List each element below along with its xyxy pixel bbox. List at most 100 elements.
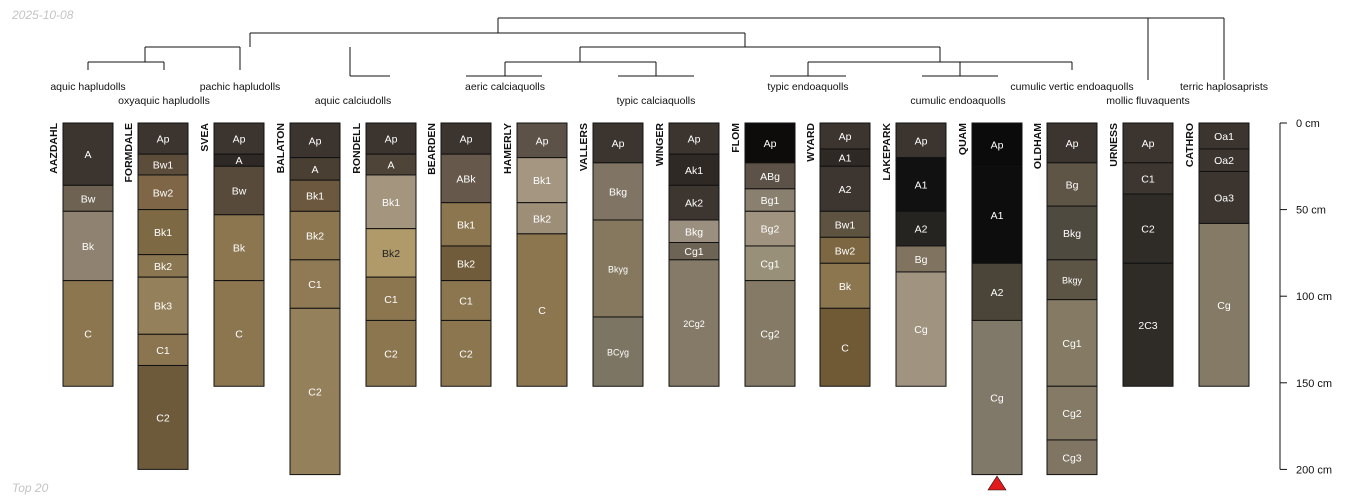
horizon-label: C2 [1141, 224, 1155, 236]
horizon-urness [1122, 193, 1174, 264]
horizon-label: Ap [991, 140, 1004, 152]
horizon-label: Ap [309, 135, 322, 147]
horizon-label: C1 [156, 345, 170, 357]
profile-name-svea: SVEA [199, 123, 211, 152]
horizon-label: C1 [1141, 173, 1155, 185]
horizon-label: Bk [839, 281, 852, 293]
horizon-oldham [1046, 122, 1098, 164]
horizon-urness [1122, 122, 1174, 164]
horizon-aazdahl [62, 280, 114, 387]
horizon-label: 2Cg2 [683, 319, 705, 329]
horizon-label: C2 [384, 348, 398, 360]
horizon-label: Bk1 [306, 191, 324, 203]
depth-tick-label: 50 cm [1296, 205, 1326, 217]
horizon-aazdahl [62, 184, 114, 212]
horizon-label: Ap [157, 134, 170, 146]
horizon-label: C2 [156, 412, 170, 424]
horizon-bearden [440, 153, 492, 204]
horizon-wyard [819, 210, 871, 238]
horizon-cathro [1198, 222, 1250, 387]
horizon-formdale [137, 122, 189, 155]
horizon-label: Oa3 [1214, 192, 1234, 204]
horizon-balaton [289, 307, 341, 476]
date-label: 2025-10-08 [12, 8, 74, 22]
horizon-label: Bk2 [306, 231, 324, 243]
horizon-hamerly [516, 122, 568, 159]
horizon-label: C [841, 342, 849, 354]
horizon-label: A1 [839, 153, 852, 165]
horizon-label: C [538, 305, 546, 317]
horizon-oldham [1046, 299, 1098, 387]
horizon-winger [668, 153, 720, 186]
horizon-label: Ap [385, 134, 398, 146]
horizon-label: Bkyg [608, 264, 628, 274]
horizon-label: A [311, 164, 318, 176]
horizon-label: A2 [991, 287, 1004, 299]
horizon-wyard [819, 122, 871, 150]
horizon-label: Cg3 [1062, 452, 1081, 464]
horizon-vallers [592, 219, 644, 318]
horizon-label: Oa2 [1214, 155, 1234, 167]
profile-name-balaton: BALATON [275, 123, 287, 173]
horizon-formdale [137, 174, 189, 211]
horizon-quam [971, 165, 1023, 264]
profile-name-formdale: FORMDALE [123, 123, 135, 183]
horizon-lakepark [895, 271, 947, 387]
horizon-lakepark [895, 210, 947, 247]
horizon-label: Bk2 [533, 213, 551, 225]
horizon-label: Ak2 [685, 198, 703, 210]
horizon-label: A [84, 149, 91, 161]
horizon-label: Bw2 [153, 187, 174, 199]
horizon-svea [213, 165, 265, 216]
taxon-label: terric haplosaprists [1180, 81, 1268, 93]
horizon-label: A [387, 160, 394, 172]
horizon-label: Ap [915, 135, 928, 147]
horizon-label: Bw1 [153, 160, 174, 172]
horizon-hamerly [516, 202, 568, 235]
horizon-label: C2 [459, 348, 473, 360]
horizon-flom [744, 122, 796, 164]
horizon-label: Bk1 [382, 197, 400, 209]
horizon-label: Bk3 [154, 301, 172, 313]
horizon-svea [213, 122, 265, 155]
horizon-label: Cg [990, 393, 1004, 405]
taxon-label: pachic hapludolls [200, 81, 281, 93]
horizon-label: BCyg [607, 348, 629, 358]
horizon-wyard [819, 307, 871, 387]
horizon-label: Cg1 [760, 258, 779, 270]
horizon-label: Bw [232, 186, 247, 198]
horizon-hamerly [516, 157, 568, 204]
horizon-label: Bk1 [457, 219, 475, 231]
horizon-lakepark [895, 122, 947, 159]
taxon-label: typic calciaquolls [617, 95, 696, 107]
horizon-label: C2 [308, 386, 322, 398]
horizon-bearden [440, 122, 492, 155]
profile-name-aazdahl: AAZDAHL [48, 122, 60, 173]
profile-name-winger: WINGER [654, 123, 666, 167]
horizon-label: Bg [1066, 179, 1079, 191]
profile-name-hamerly: HAMERLY [502, 123, 514, 174]
horizon-label: Ap [233, 134, 246, 146]
depth-tick-label: 200 cm [1296, 464, 1332, 476]
horizon-label: Bw [81, 193, 96, 205]
horizon-rondell [365, 174, 417, 230]
taxon-label: aquic hapludolls [50, 81, 125, 93]
horizon-winger [668, 259, 720, 387]
horizon-winger [668, 122, 720, 155]
horizon-label: C1 [459, 296, 473, 308]
profile-name-vallers: VALLERS [578, 123, 590, 171]
horizon-urness [1122, 262, 1174, 387]
horizon-label: Ak1 [685, 165, 703, 177]
depth-tick-label: 100 cm [1296, 291, 1332, 303]
horizon-formdale [137, 364, 189, 470]
horizon-rondell [365, 228, 417, 278]
horizon-label: Bkg [685, 226, 703, 238]
horizon-label: C [84, 328, 92, 340]
horizon-label: A2 [839, 184, 852, 196]
horizon-quam [971, 122, 1023, 167]
profile-name-rondell: RONDELL [351, 122, 363, 173]
horizon-oldham [1046, 439, 1098, 476]
footer-label: Top 20 [12, 481, 49, 495]
horizon-rondell [365, 122, 417, 155]
